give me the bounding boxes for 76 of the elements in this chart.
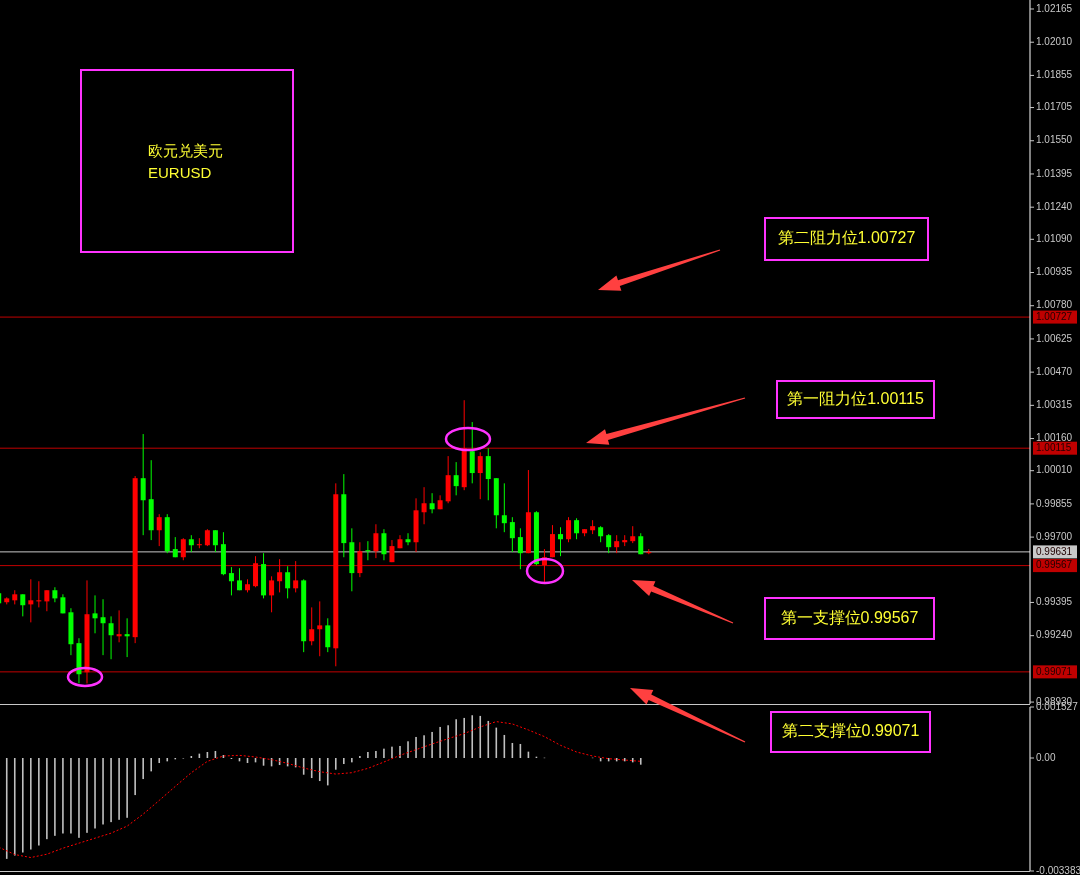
candlestick bbox=[92, 594, 98, 634]
candlestick bbox=[228, 566, 234, 596]
y-tick-label: 1.01855 bbox=[1036, 69, 1073, 81]
y-tick-label: 1.00935 bbox=[1036, 266, 1073, 278]
y-tick-label: 1.00010 bbox=[1036, 464, 1073, 476]
ref-line-label: 0.99631 bbox=[1036, 545, 1073, 557]
candlestick bbox=[469, 421, 475, 484]
y-tick-label: 1.00625 bbox=[1036, 332, 1073, 344]
annotation: 第二支撑位0.99071 bbox=[781, 722, 920, 740]
candlestick bbox=[549, 524, 555, 558]
candlestick bbox=[365, 540, 371, 561]
candlestick bbox=[28, 578, 34, 623]
y-tick-label: 1.01705 bbox=[1036, 101, 1073, 113]
y-tick-label: -0.003383 bbox=[1036, 864, 1080, 875]
annotation: 第二阻力位1.00727 bbox=[777, 229, 916, 247]
y-tick-label: 1.01240 bbox=[1036, 200, 1073, 212]
candlestick bbox=[196, 537, 202, 549]
candlestick bbox=[36, 580, 42, 608]
candlestick bbox=[124, 617, 130, 658]
candlestick bbox=[293, 560, 299, 593]
candlestick bbox=[381, 528, 387, 561]
annotation: 第一阻力位1.00115 bbox=[787, 389, 924, 407]
ref-line-label: 0.99567 bbox=[1036, 559, 1073, 571]
y-tick-label: 0.00 bbox=[1036, 751, 1056, 763]
candlestick bbox=[606, 533, 612, 554]
candlestick bbox=[20, 593, 26, 617]
candlestick bbox=[509, 516, 515, 553]
candlestick bbox=[566, 516, 572, 543]
ref-line-label: 1.00115 bbox=[1036, 441, 1072, 453]
y-tick-label: 0.99395 bbox=[1036, 596, 1073, 608]
candlestick bbox=[317, 600, 323, 657]
y-tick-label: 1.00160 bbox=[1036, 432, 1073, 444]
candlestick bbox=[309, 606, 315, 646]
candlestick bbox=[373, 523, 379, 559]
candlestick bbox=[212, 529, 218, 553]
candlestick bbox=[285, 565, 291, 599]
y-tick-label: 1.02165 bbox=[1036, 2, 1073, 14]
candlestick bbox=[574, 517, 580, 540]
text: EURUSD bbox=[148, 164, 212, 181]
candlestick bbox=[558, 526, 563, 557]
candlestick bbox=[156, 513, 162, 547]
candlestick bbox=[269, 575, 275, 613]
candlestick bbox=[485, 447, 491, 501]
y-tick-label: 1.01550 bbox=[1036, 134, 1073, 146]
candlestick bbox=[501, 482, 507, 533]
candlestick bbox=[277, 558, 283, 593]
annotation: 第一支撑位0.99567 bbox=[780, 608, 919, 626]
candlestick bbox=[52, 586, 58, 603]
candlestick bbox=[253, 555, 259, 588]
text: 欧元兑美元 bbox=[148, 142, 223, 159]
y-tick-label: 0.99240 bbox=[1036, 629, 1073, 641]
candlestick bbox=[405, 532, 411, 546]
candlestick bbox=[100, 598, 106, 656]
y-tick-label: 1.00470 bbox=[1036, 365, 1073, 377]
candlestick bbox=[421, 486, 427, 525]
candlestick bbox=[453, 461, 459, 496]
ref-line-label: 1.00727 bbox=[1036, 310, 1073, 322]
y-tick-label: 1.00315 bbox=[1036, 398, 1073, 410]
line-series bbox=[0, 721, 642, 859]
candlestick bbox=[116, 609, 122, 643]
ref-line-label: 0.99071 bbox=[1036, 665, 1073, 677]
candlestick bbox=[140, 433, 146, 536]
candlestick bbox=[44, 589, 50, 612]
candlestick bbox=[429, 492, 435, 514]
candlestick bbox=[477, 451, 483, 500]
y-tick-label: 1.02010 bbox=[1036, 35, 1073, 47]
candlestick bbox=[108, 615, 114, 660]
y-tick-label: 0.99855 bbox=[1036, 497, 1073, 509]
candlestick bbox=[180, 537, 186, 561]
candlestick bbox=[325, 617, 331, 653]
y-tick-label: 1.01395 bbox=[1036, 167, 1073, 179]
y-tick-label: 1.01090 bbox=[1036, 232, 1073, 244]
candlestick bbox=[357, 541, 363, 578]
y-tick-label: 1.00780 bbox=[1036, 299, 1073, 311]
y-tick-label: 0.99700 bbox=[1036, 530, 1073, 542]
candlestick bbox=[517, 527, 523, 570]
